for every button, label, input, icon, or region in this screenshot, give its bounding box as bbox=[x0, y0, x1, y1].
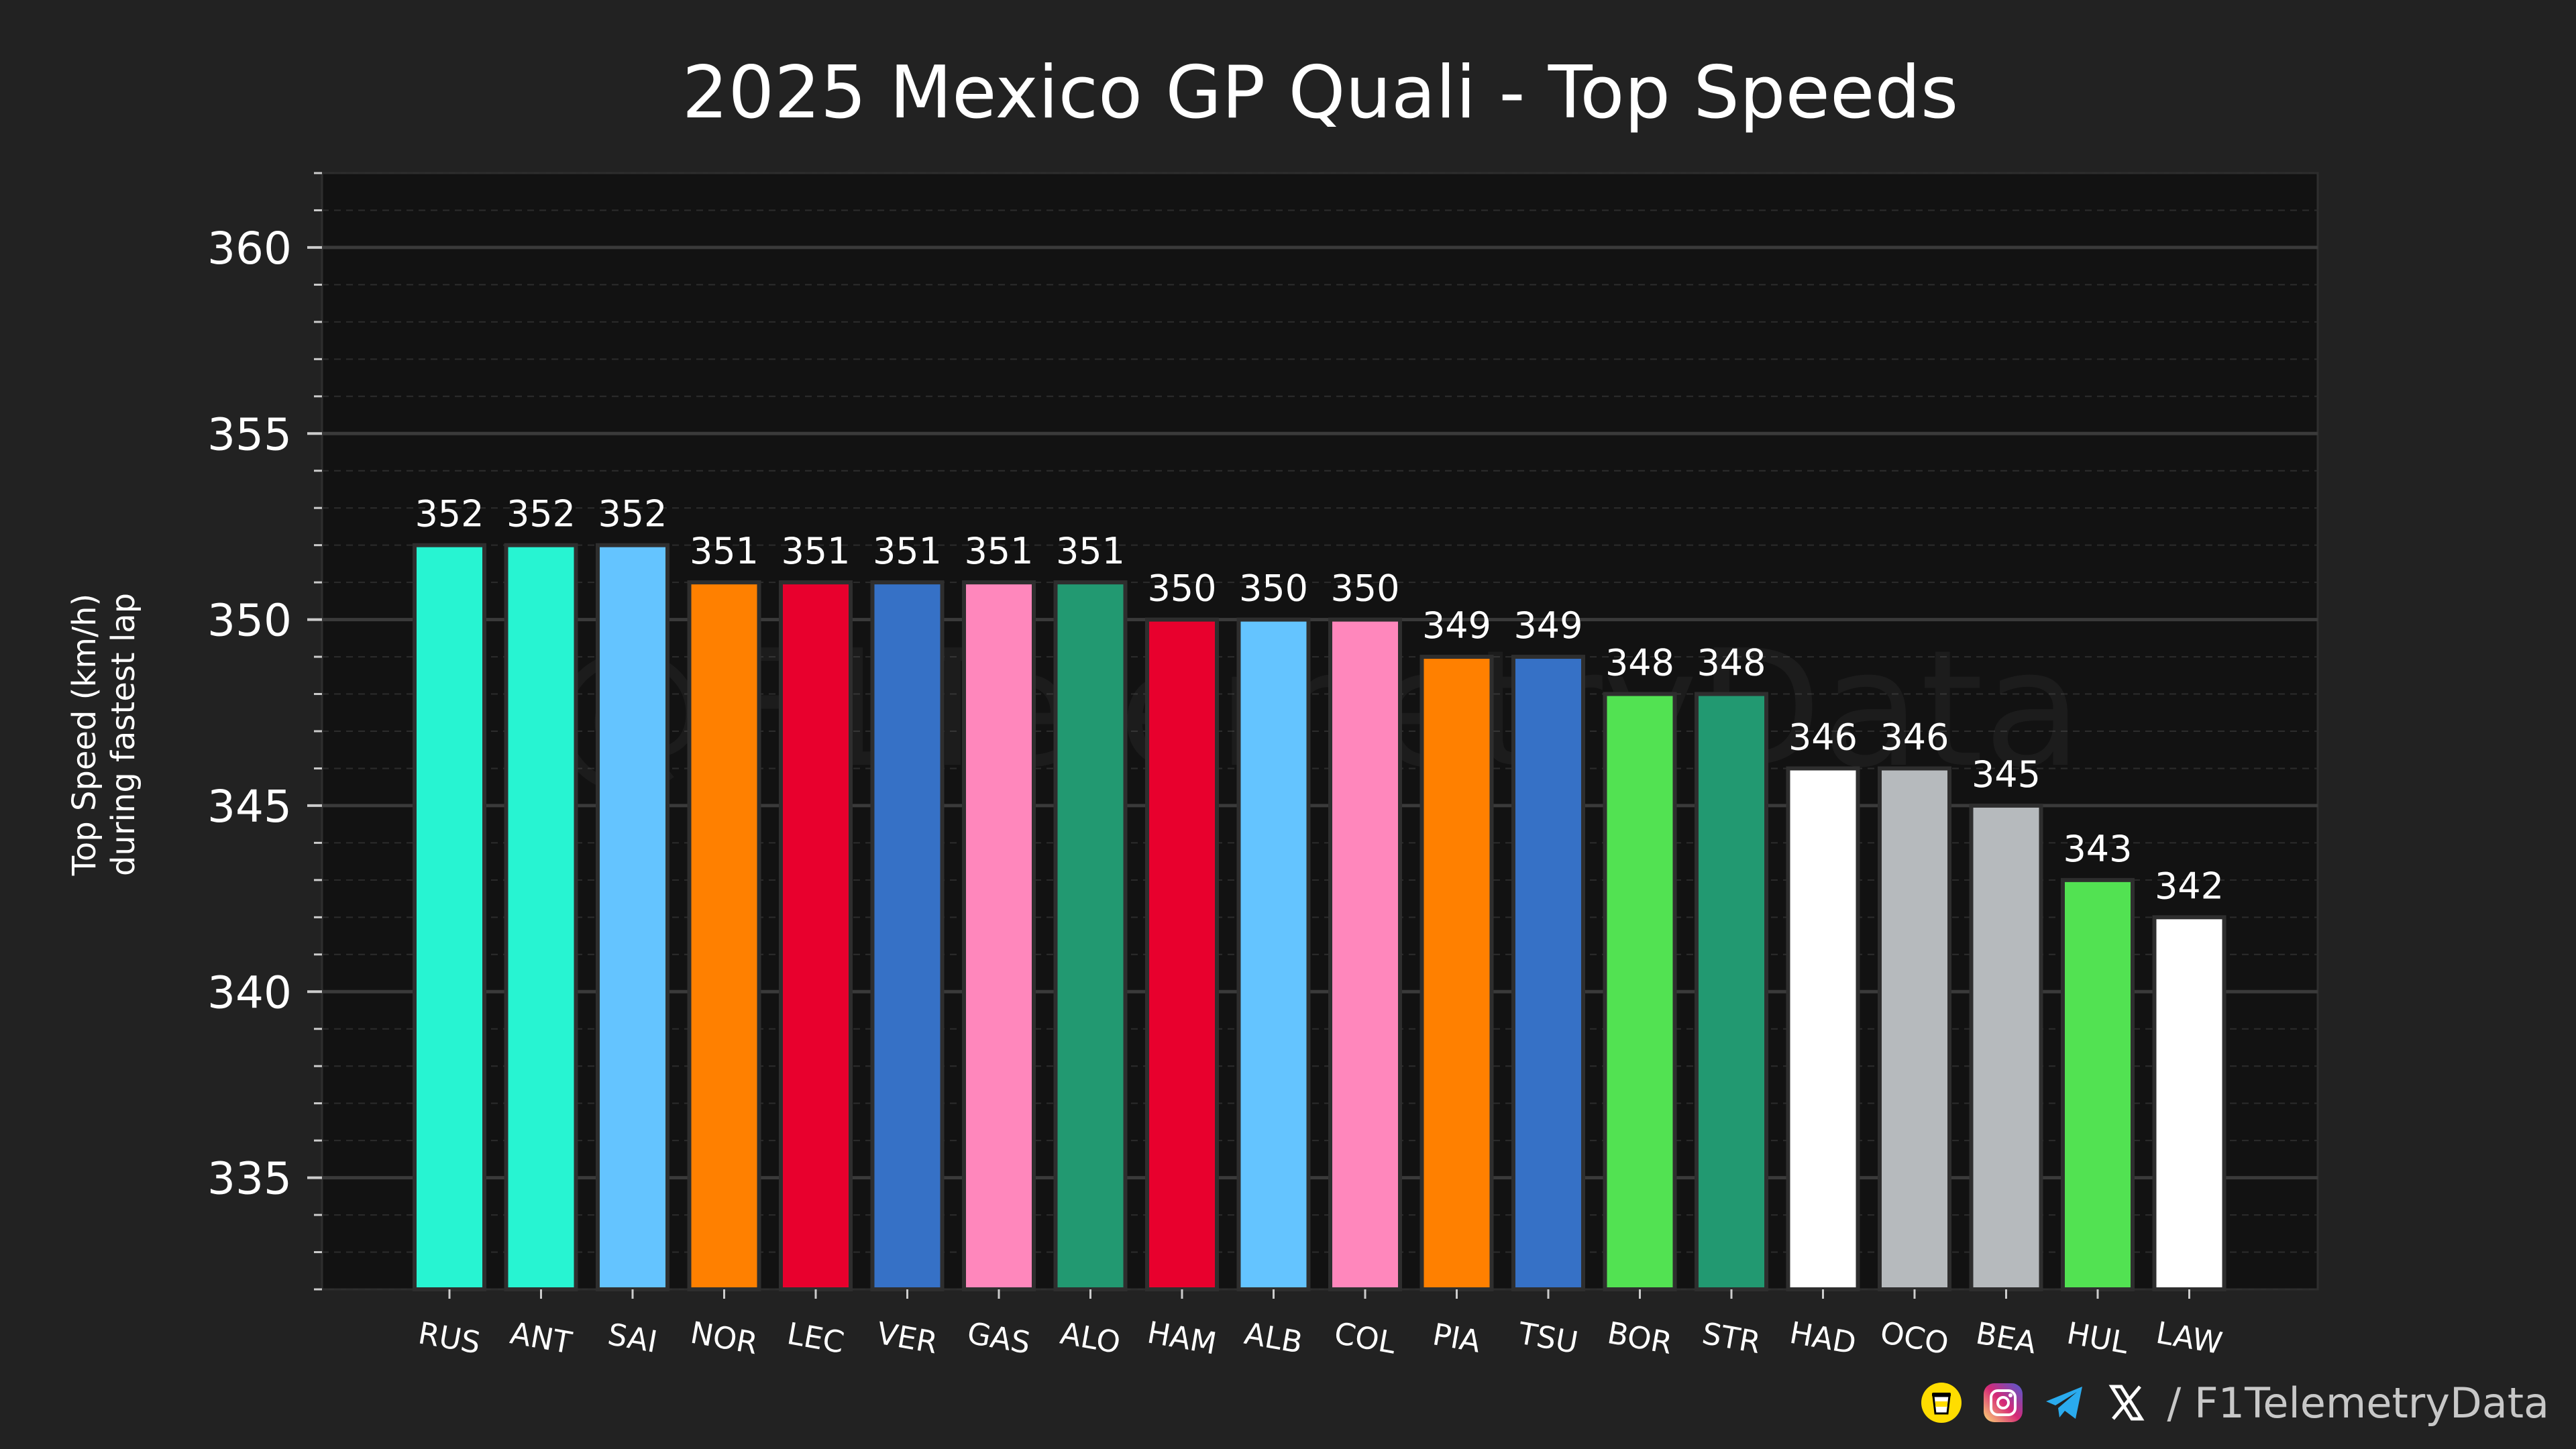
x-tick-label: BEA bbox=[1973, 1316, 2039, 1361]
x-tick-label: COL bbox=[1332, 1315, 1399, 1360]
bar-nor bbox=[687, 580, 761, 1292]
data-label: 345 bbox=[1972, 753, 2041, 796]
x-tick-label: STR bbox=[1699, 1316, 1763, 1360]
y-axis-label-line2: during fastest lap bbox=[105, 593, 142, 876]
x-tick-label: VER bbox=[874, 1316, 940, 1361]
bar-had bbox=[1786, 766, 1860, 1291]
footer-separator: / bbox=[2167, 1378, 2182, 1428]
data-label: 346 bbox=[1788, 716, 1858, 758]
bar-ant bbox=[504, 543, 578, 1292]
x-tick-label: HUL bbox=[2064, 1315, 2131, 1360]
x-tick-label: ALB bbox=[1242, 1316, 1305, 1360]
data-label: 348 bbox=[1605, 642, 1674, 684]
y-tick-label: 350 bbox=[207, 595, 292, 647]
x-tick-label: OCO bbox=[1878, 1315, 1951, 1362]
data-label: 343 bbox=[2063, 828, 2132, 870]
data-label: 350 bbox=[1239, 568, 1308, 610]
x-tick-label: RUS bbox=[416, 1315, 484, 1360]
bar-pia bbox=[1419, 655, 1494, 1291]
data-label: 346 bbox=[1880, 716, 1949, 758]
x-tick-label: LAW bbox=[2153, 1315, 2225, 1361]
data-label: 352 bbox=[598, 493, 667, 535]
data-label: 348 bbox=[1697, 642, 1766, 684]
x-tick-label: TSU bbox=[1515, 1315, 1581, 1360]
instagram-icon[interactable] bbox=[1982, 1381, 2025, 1424]
bar-alo bbox=[1053, 580, 1128, 1292]
bar-hul bbox=[2061, 877, 2135, 1292]
data-label: 342 bbox=[2155, 865, 2224, 907]
bar-series: 352 352 352 351 351 351 351 351 350 350 350 349 349 3… bbox=[413, 493, 2226, 1292]
data-label: 350 bbox=[1147, 568, 1216, 610]
bar-alb bbox=[1236, 617, 1311, 1291]
bar-rus bbox=[413, 543, 486, 1292]
data-label: 351 bbox=[873, 530, 942, 572]
y-tick-label: 345 bbox=[207, 781, 292, 833]
footer-social-links: / F1TelemetryData bbox=[1920, 1373, 2549, 1433]
bar-ham bbox=[1145, 617, 1219, 1291]
data-label: 351 bbox=[781, 530, 850, 572]
coffee-cup-icon[interactable] bbox=[1920, 1381, 1963, 1424]
x-tick-label: HAM bbox=[1144, 1314, 1219, 1361]
x-tick-label: PIA bbox=[1430, 1316, 1484, 1360]
bar-lec bbox=[779, 580, 853, 1292]
bar-bea bbox=[1969, 803, 2043, 1291]
y-tick-label: 340 bbox=[207, 967, 292, 1018]
footer-handle[interactable]: F1TelemetryData bbox=[2194, 1378, 2549, 1428]
x-axis: RUS ANT SAI NOR LEC VER GAS ALO HAM ALB COL PIA TSU B… bbox=[416, 1289, 2225, 1362]
data-label: 349 bbox=[1422, 604, 1491, 647]
data-label: 351 bbox=[964, 530, 1033, 572]
y-axis: 335 340 345 350 355 360 bbox=[207, 172, 322, 1291]
data-label: 352 bbox=[506, 493, 576, 535]
y-tick-label: 360 bbox=[207, 223, 292, 274]
x-tick-label: LEC bbox=[784, 1316, 847, 1360]
x-icon[interactable] bbox=[2105, 1381, 2148, 1424]
y-tick-label: 355 bbox=[207, 409, 292, 460]
data-label: 350 bbox=[1330, 568, 1399, 610]
data-label: 349 bbox=[1513, 604, 1582, 647]
bar-sai bbox=[596, 543, 669, 1292]
x-tick-label: SAI bbox=[605, 1316, 660, 1360]
bar-str bbox=[1695, 692, 1768, 1291]
y-tick-label: 335 bbox=[207, 1153, 292, 1205]
bar-ver bbox=[870, 580, 945, 1292]
y-axis-label-line1: Top Speed (km/h) bbox=[66, 594, 103, 877]
x-tick-label: BOR bbox=[1605, 1315, 1675, 1361]
x-tick-label: ALO bbox=[1058, 1316, 1124, 1361]
data-label: 352 bbox=[415, 493, 484, 535]
x-tick-label: HAD bbox=[1787, 1315, 1859, 1361]
bar-tsu bbox=[1511, 655, 1585, 1291]
bar-bor bbox=[1603, 692, 1677, 1291]
telegram-icon[interactable] bbox=[2043, 1381, 2086, 1424]
x-tick-label: ANT bbox=[508, 1315, 575, 1360]
bar-gas bbox=[962, 580, 1036, 1292]
bar-col bbox=[1328, 617, 1402, 1291]
x-tick-label: GAS bbox=[965, 1315, 1033, 1361]
data-label: 351 bbox=[1056, 530, 1125, 572]
chart-title: 2025 Mexico GP Quali - Top Speeds bbox=[682, 51, 1958, 135]
x-tick-label: NOR bbox=[688, 1315, 760, 1362]
bar-law bbox=[2152, 915, 2226, 1292]
data-label: 351 bbox=[690, 530, 759, 572]
bar-oco bbox=[1878, 766, 1951, 1291]
